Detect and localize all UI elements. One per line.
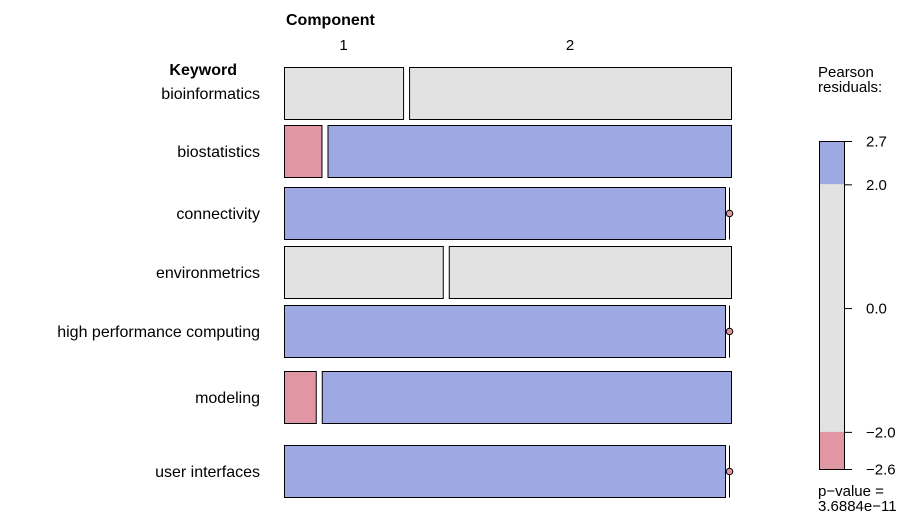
row-5: high performance computing [57, 305, 734, 358]
tile-component-2 [448, 246, 732, 299]
tile-component-1 [284, 125, 323, 178]
legend-tick-label: 2.7 [866, 134, 887, 151]
row-variable-title: Keyword [169, 62, 237, 79]
tile-component-1 [284, 67, 405, 120]
legend-tick-label: −2.6 [866, 462, 896, 479]
row-7: user interfaces [155, 445, 734, 498]
legend-negative-band [819, 431, 844, 469]
legend-neutral-band [819, 184, 844, 432]
row-4: environmetrics [156, 246, 732, 299]
row-6: modeling [195, 371, 732, 424]
column-variable-title: Component [286, 12, 376, 29]
legend-frame [819, 141, 845, 470]
empty-tile-dot [725, 467, 734, 476]
legend-tick-label: −2.0 [866, 424, 896, 441]
row-label: high performance computing [57, 324, 260, 341]
tile-component-1 [284, 371, 317, 424]
tile-component-2 [321, 371, 732, 424]
row-2: biostatistics [177, 125, 732, 178]
mosaic-tiles: bioinformatics biostatistics connectivity e… [57, 67, 734, 498]
row-label: biostatistics [177, 144, 260, 161]
row-3: connectivity [176, 187, 734, 240]
p-value-line: 3.6884e−11 [818, 498, 897, 515]
p-value-line: p−value = [818, 483, 884, 500]
legend-title-line: Pearson [818, 64, 874, 81]
legend-tick-label: 2.0 [866, 177, 887, 194]
tile-component-2 [284, 305, 726, 358]
row-1: bioinformatics [161, 67, 732, 120]
legend-title-line: residuals: [818, 79, 882, 96]
column-label-2: 2 [566, 37, 574, 54]
legend-tick-label: 0.0 [866, 301, 887, 318]
column-label-1: 1 [339, 37, 347, 54]
tile-component-2 [284, 187, 726, 240]
tile-component-2 [284, 445, 726, 498]
tile-component-2 [327, 125, 732, 178]
row-label: environmetrics [156, 265, 260, 282]
tile-component-2 [409, 67, 732, 120]
row-label: connectivity [176, 206, 260, 223]
row-label: bioinformatics [161, 86, 260, 103]
tile-component-1 [284, 246, 444, 299]
legend-positive-band [819, 141, 844, 185]
empty-tile-dot [725, 327, 734, 336]
row-label: modeling [195, 390, 260, 407]
row-label: user interfaces [155, 464, 260, 481]
empty-tile-dot [725, 209, 734, 218]
